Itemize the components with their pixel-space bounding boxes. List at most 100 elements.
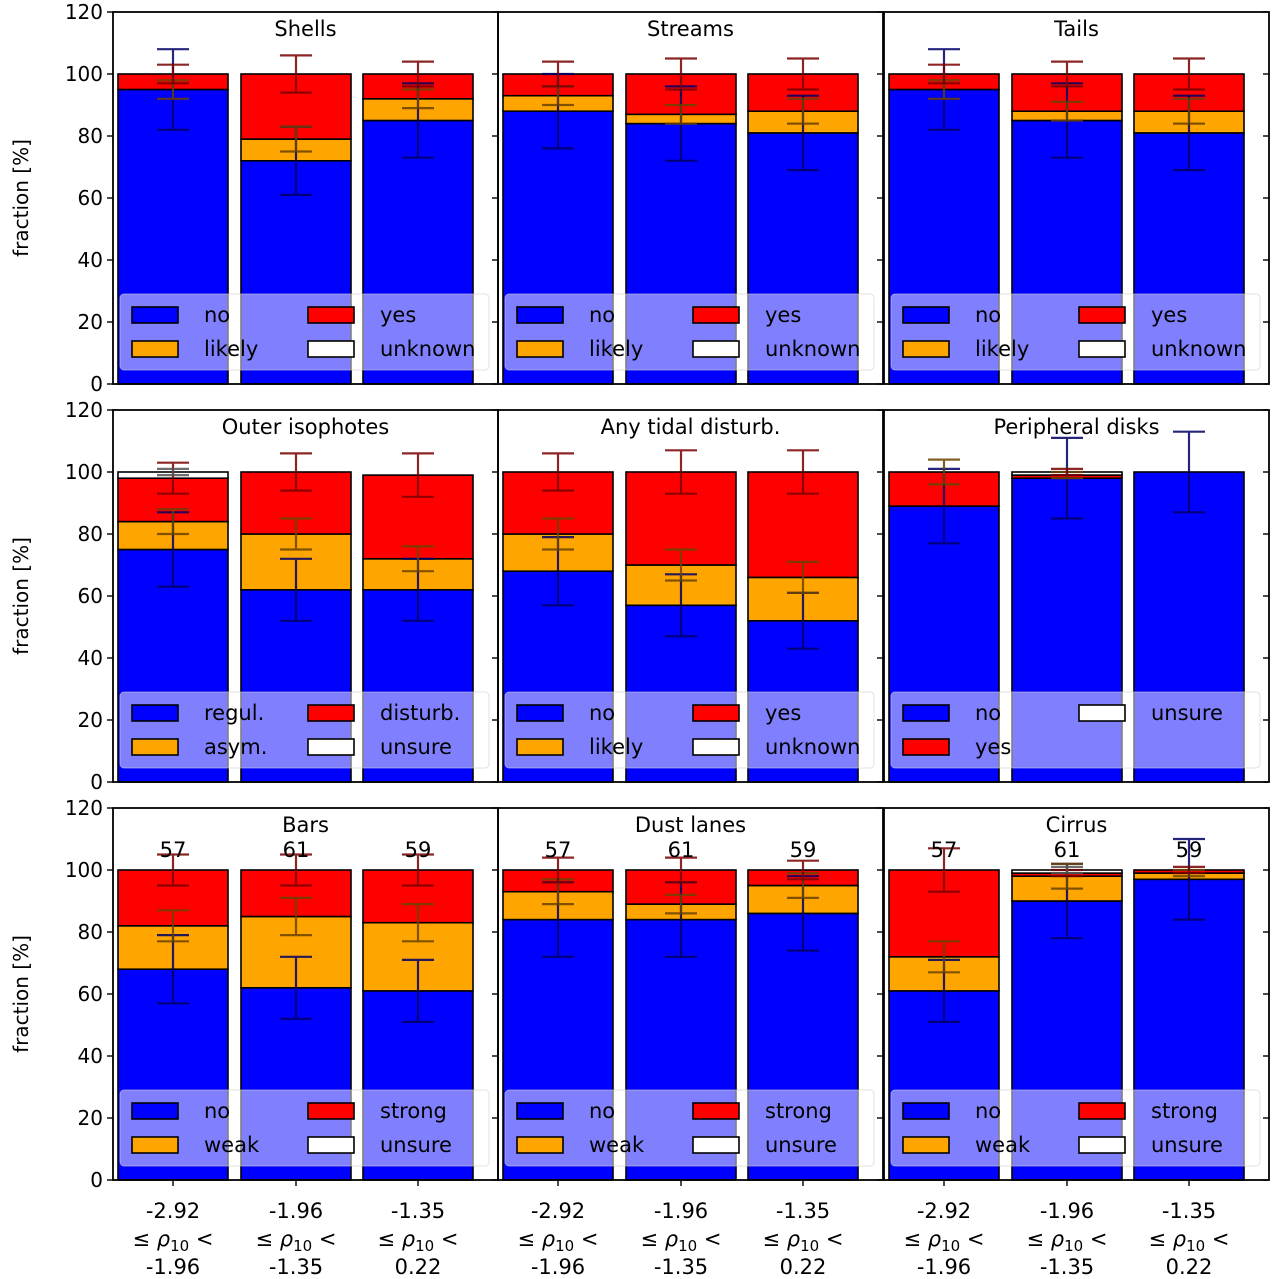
error-bar: [787, 449, 819, 495]
ytick-label: 120: [65, 398, 103, 422]
xtick-subscript: 10: [1064, 1237, 1083, 1255]
error-bar: [928, 940, 960, 974]
legend-label: unsure: [1151, 1133, 1223, 1157]
ytick-label: 40: [78, 1044, 103, 1068]
legend-swatch: [307, 738, 355, 756]
panel-tails: Tails no yes likely unknown: [883, 11, 1270, 385]
error-bar: [157, 63, 189, 85]
count-label: 57: [160, 838, 187, 862]
xtick-lt: <: [960, 1227, 984, 1251]
legend-swatch: [307, 704, 355, 722]
legend-label: yes: [1151, 303, 1187, 327]
legend-label: no: [204, 1099, 230, 1123]
xtick-label-line2: ≤ ρ10 <: [1027, 1227, 1108, 1255]
error-bar: [928, 458, 960, 486]
xtick-subscript: 10: [415, 1237, 434, 1255]
error-bar: [402, 958, 434, 1024]
xtick-lt: <: [697, 1227, 721, 1251]
ytick-label: 20: [78, 310, 103, 334]
legend-swatch: [692, 738, 740, 756]
xtick-subscript: 10: [170, 1237, 189, 1255]
error-bar: [402, 545, 434, 573]
error-bar: [402, 902, 434, 943]
error-bar: [665, 856, 697, 884]
legend-label: unsure: [1151, 701, 1223, 725]
xtick-lt: <: [574, 1227, 598, 1251]
xtick-label-line1: -2.92: [146, 1199, 200, 1223]
legend-label: regul.: [204, 701, 264, 725]
ytick-label: 100: [65, 62, 103, 86]
legend-swatch: [131, 306, 179, 324]
legend-label: strong: [765, 1099, 832, 1123]
xtick-lt: <: [189, 1227, 213, 1251]
legend-label: no: [975, 1099, 1001, 1123]
panel-title: Shells: [274, 17, 336, 41]
ytick-label: 80: [78, 522, 103, 546]
xtick-label-line1: -1.96: [1040, 1199, 1094, 1223]
error-bar: [402, 88, 434, 110]
legend-swatch: [307, 1102, 355, 1120]
legend-label: unknown: [765, 735, 860, 759]
error-bar: [1173, 865, 1205, 875]
panel-outer-isophotes: Outer isophotes regul. disturb. asym. unsure: [112, 409, 499, 783]
legend-swatch: [902, 1136, 950, 1154]
ytick-label: 20: [78, 708, 103, 732]
panel-title: Dust lanes: [635, 813, 746, 837]
xtick-label-line2: ≤ ρ10 <: [133, 1227, 214, 1255]
error-bar: [157, 853, 189, 887]
legend-swatch: [516, 738, 564, 756]
legend-swatch: [902, 738, 950, 756]
y-axis-label: fraction [%]: [9, 139, 33, 257]
error-bar: [280, 853, 312, 887]
ytick-label: 60: [78, 186, 103, 210]
panel-streams: Streams no yes likely unknown: [497, 11, 884, 385]
legend-label: yes: [975, 735, 1011, 759]
error-bar: [280, 557, 312, 622]
legend-label: unknown: [1151, 337, 1246, 361]
xtick-label-line1: -1.35: [391, 1199, 445, 1223]
legend-label: unsure: [380, 1133, 452, 1157]
legend-swatch: [1078, 704, 1126, 722]
legend-box: [504, 1089, 875, 1167]
ytick-label: 60: [78, 982, 103, 1006]
xtick-label-line2: ≤ ρ10 <: [763, 1227, 844, 1255]
xtick-label-line2: ≤ ρ10 <: [1149, 1227, 1230, 1255]
legend-swatch: [1078, 1136, 1126, 1154]
error-bar: [542, 452, 574, 492]
count-label: 59: [1176, 838, 1203, 862]
legend-box: [119, 293, 490, 371]
ytick-label: 20: [78, 1106, 103, 1130]
panel-shells: Shells no yes likely unknown: [112, 11, 499, 385]
legend-label: unsure: [380, 735, 452, 759]
legend-label: unknown: [765, 337, 860, 361]
ytick-label: 0: [90, 372, 103, 396]
panel-title: Cirrus: [1046, 813, 1108, 837]
error-bar: [928, 63, 960, 85]
error-bar: [157, 909, 189, 943]
panel-cirrus: 57 61 59 Cirrus no strong weak unsure: [883, 807, 1270, 1181]
panel-title: Bars: [282, 813, 329, 837]
error-bar: [280, 517, 312, 551]
error-bar: [542, 60, 574, 88]
error-bar: [665, 57, 697, 91]
legend-swatch: [516, 704, 564, 722]
error-bar: [280, 896, 312, 937]
count-label: 59: [405, 838, 432, 862]
error-bar: [1173, 430, 1205, 514]
xtick-rho: ≤ ρ: [641, 1227, 679, 1251]
legend-swatch: [516, 1136, 564, 1154]
error-bar: [665, 449, 697, 495]
legend-swatch: [902, 704, 950, 722]
xtick-lt: <: [434, 1227, 458, 1251]
error-bar: [542, 856, 574, 884]
xtick-rho: ≤ ρ: [378, 1227, 416, 1251]
legend-swatch: [131, 704, 179, 722]
error-bar: [665, 103, 697, 125]
count-label: 57: [931, 838, 958, 862]
legend-box: [504, 691, 875, 769]
error-bar: [787, 97, 819, 125]
legend-swatch: [902, 340, 950, 358]
xtick-label-line1: -1.35: [776, 1199, 830, 1223]
xtick-label-line3: 0.22: [395, 1255, 442, 1279]
